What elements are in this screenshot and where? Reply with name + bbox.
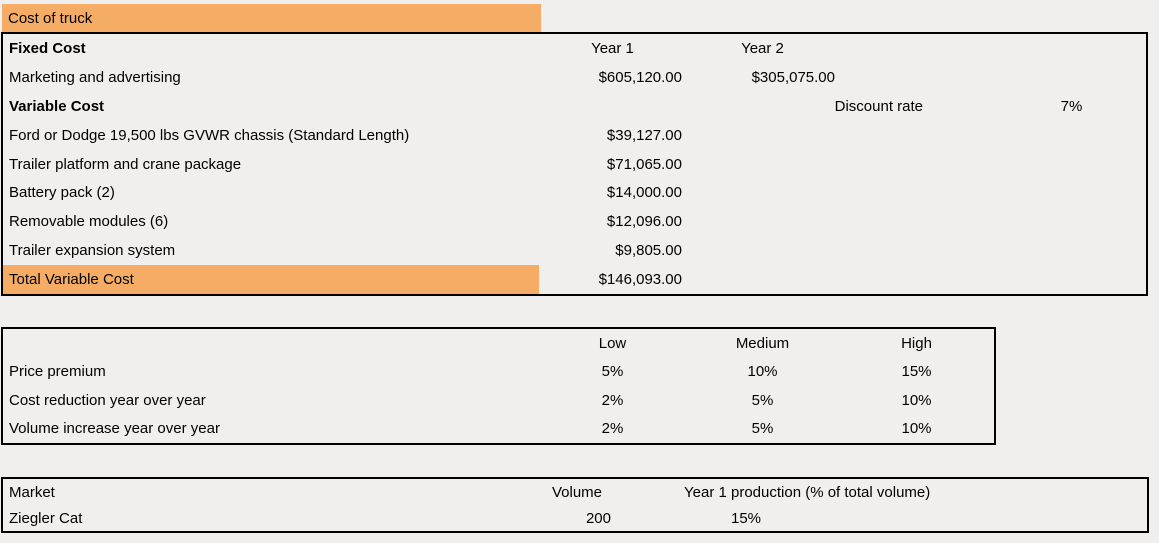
- table-row: Trailer expansion system $9,805.00: [3, 236, 1146, 265]
- table-row: Battery pack (2) $14,000.00: [3, 178, 1146, 207]
- trailer-platform-year1-cell[interactable]: $71,065.00: [606, 155, 682, 173]
- fixed-cost-header-cell[interactable]: Fixed Cost: [9, 39, 86, 57]
- empty-cell[interactable]: [839, 150, 997, 179]
- empty-cell[interactable]: [686, 265, 839, 294]
- table-row: Trailer platform and crane package $71,0…: [3, 150, 1146, 179]
- empty-cell[interactable]: [686, 121, 839, 150]
- table-row: Removable modules (6) $12,096.00: [3, 207, 1146, 236]
- empty-cell[interactable]: [839, 34, 997, 63]
- volume-header-cell[interactable]: Volume: [551, 483, 603, 501]
- high-header-cell[interactable]: High: [901, 334, 932, 352]
- empty-cell[interactable]: [997, 34, 1146, 63]
- empty-cell[interactable]: [839, 236, 997, 265]
- price-premium-label-cell[interactable]: Price premium: [9, 363, 106, 381]
- trailer-expansion-year1-cell[interactable]: $9,805.00: [615, 242, 682, 260]
- chassis-label-cell[interactable]: Ford or Dodge 19,500 lbs GVWR chassis (S…: [9, 126, 410, 144]
- total-variable-cost-year1-cell[interactable]: $146,093.00: [598, 271, 682, 289]
- scenario-table: Low Medium High Price premium 5% 10% 15%…: [1, 327, 996, 445]
- empty-cell[interactable]: [997, 150, 1146, 179]
- empty-cell[interactable]: [997, 265, 1146, 294]
- volume-increase-label-cell[interactable]: Volume increase year over year: [9, 420, 220, 438]
- discount-rate-label-cell[interactable]: Discount rate: [834, 97, 923, 115]
- discount-rate-value-cell[interactable]: 7%: [1060, 97, 1083, 115]
- chassis-year1-cell[interactable]: $39,127.00: [606, 126, 682, 144]
- empty-cell[interactable]: [686, 207, 839, 236]
- volume-increase-low-cell[interactable]: 2%: [601, 420, 624, 438]
- table-row: Cost reduction year over year 2% 5% 10%: [3, 386, 994, 415]
- production-header-cell[interactable]: Year 1 production (% of total volume): [684, 483, 931, 501]
- empty-cell[interactable]: [686, 178, 839, 207]
- battery-pack-year1-cell[interactable]: $14,000.00: [606, 184, 682, 202]
- removable-modules-year1-cell[interactable]: $12,096.00: [606, 213, 682, 231]
- empty-cell[interactable]: [686, 236, 839, 265]
- market-header-cell[interactable]: Market: [9, 483, 55, 501]
- empty-cell[interactable]: [997, 63, 1146, 92]
- table-row: Fixed Cost Year 1 Year 2: [3, 34, 1146, 63]
- table-row: Volume increase year over year 2% 5% 10%: [3, 415, 994, 444]
- price-premium-high-cell[interactable]: 15%: [901, 363, 932, 381]
- table-row: Market Volume Year 1 production (% of to…: [3, 479, 1147, 505]
- empty-cell[interactable]: [997, 207, 1146, 236]
- cost-reduction-high-cell[interactable]: 10%: [901, 391, 932, 409]
- ziegler-cat-production-cell[interactable]: 15%: [731, 509, 762, 527]
- battery-pack-label-cell[interactable]: Battery pack (2): [9, 184, 115, 202]
- empty-cell[interactable]: [997, 178, 1146, 207]
- table-row: Variable Cost Discount rate 7%: [3, 92, 1146, 121]
- table-row: Total Variable Cost $146,093.00: [3, 265, 1146, 295]
- empty-cell[interactable]: [839, 178, 997, 207]
- total-variable-cost-label-cell[interactable]: Total Variable Cost: [3, 265, 539, 295]
- empty-cell[interactable]: [3, 329, 539, 358]
- medium-header-cell[interactable]: Medium: [735, 334, 790, 352]
- cost-of-truck-title: Cost of truck: [8, 9, 93, 27]
- trailer-expansion-label-cell[interactable]: Trailer expansion system: [9, 242, 176, 260]
- volume-increase-medium-cell[interactable]: 5%: [751, 420, 774, 438]
- year1-header-cell[interactable]: Year 1: [591, 39, 634, 57]
- empty-cell[interactable]: [839, 63, 997, 92]
- marketing-year1-cell[interactable]: $605,120.00: [598, 68, 682, 86]
- volume-increase-high-cell[interactable]: 10%: [901, 420, 932, 438]
- empty-cell[interactable]: [539, 92, 686, 121]
- empty-cell[interactable]: [686, 150, 839, 179]
- ziegler-cat-label-cell[interactable]: Ziegler Cat: [9, 509, 83, 527]
- empty-cell[interactable]: [997, 236, 1146, 265]
- marketing-label-cell[interactable]: Marketing and advertising: [9, 68, 181, 86]
- empty-cell[interactable]: [686, 92, 839, 121]
- table-row: Ford or Dodge 19,500 lbs GVWR chassis (S…: [3, 121, 1146, 150]
- table-row: Marketing and advertising $605,120.00 $3…: [3, 63, 1146, 92]
- ziegler-cat-volume-cell[interactable]: 200: [585, 509, 611, 527]
- cost-of-truck-title-cell[interactable]: Cost of truck: [2, 4, 541, 32]
- variable-cost-header-cell[interactable]: Variable Cost: [9, 97, 105, 115]
- year2-header-cell[interactable]: Year 2: [741, 39, 784, 57]
- cost-reduction-medium-cell[interactable]: 5%: [751, 391, 774, 409]
- table-row: Ziegler Cat 200 15%: [3, 505, 1147, 531]
- cost-reduction-low-cell[interactable]: 2%: [601, 391, 624, 409]
- price-premium-low-cell[interactable]: 5%: [601, 363, 624, 381]
- marketing-year2-cell[interactable]: $305,075.00: [751, 68, 835, 86]
- price-premium-medium-cell[interactable]: 10%: [747, 363, 778, 381]
- cost-reduction-label-cell[interactable]: Cost reduction year over year: [9, 391, 206, 409]
- table-row: Low Medium High: [3, 329, 994, 358]
- removable-modules-label-cell[interactable]: Removable modules (6): [9, 213, 169, 231]
- empty-cell[interactable]: [997, 121, 1146, 150]
- cost-table: Fixed Cost Year 1 Year 2 Marketing and a…: [1, 32, 1148, 296]
- empty-cell[interactable]: [839, 207, 997, 236]
- empty-cell[interactable]: [839, 121, 997, 150]
- trailer-platform-label-cell[interactable]: Trailer platform and crane package: [9, 155, 242, 173]
- table-row: Price premium 5% 10% 15%: [3, 358, 994, 387]
- empty-cell[interactable]: [839, 265, 997, 294]
- low-header-cell[interactable]: Low: [598, 334, 627, 352]
- market-table: Market Volume Year 1 production (% of to…: [1, 477, 1149, 533]
